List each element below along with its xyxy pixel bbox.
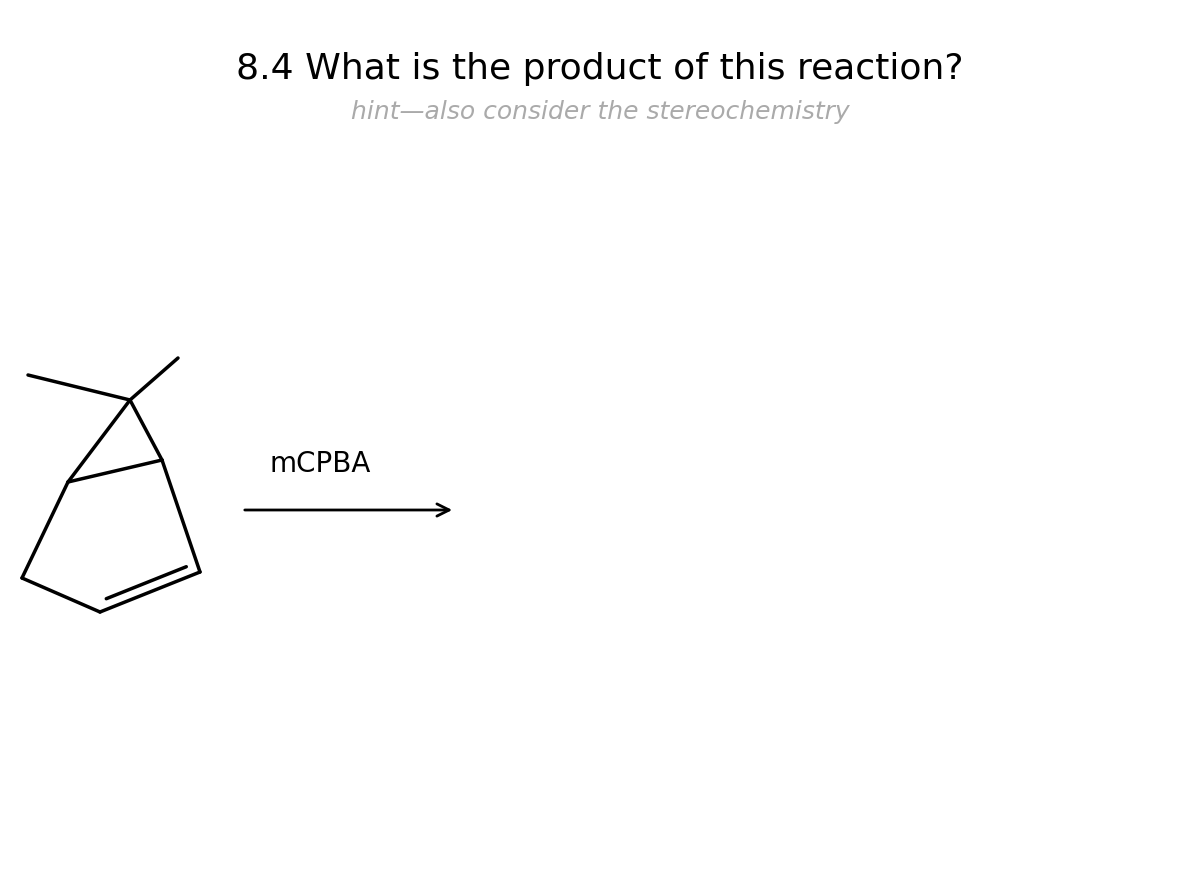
Text: mCPBA: mCPBA	[269, 450, 371, 478]
Text: hint—also consider the stereochemistry: hint—also consider the stereochemistry	[350, 100, 850, 124]
Text: 8.4 What is the product of this reaction?: 8.4 What is the product of this reaction…	[236, 52, 964, 86]
